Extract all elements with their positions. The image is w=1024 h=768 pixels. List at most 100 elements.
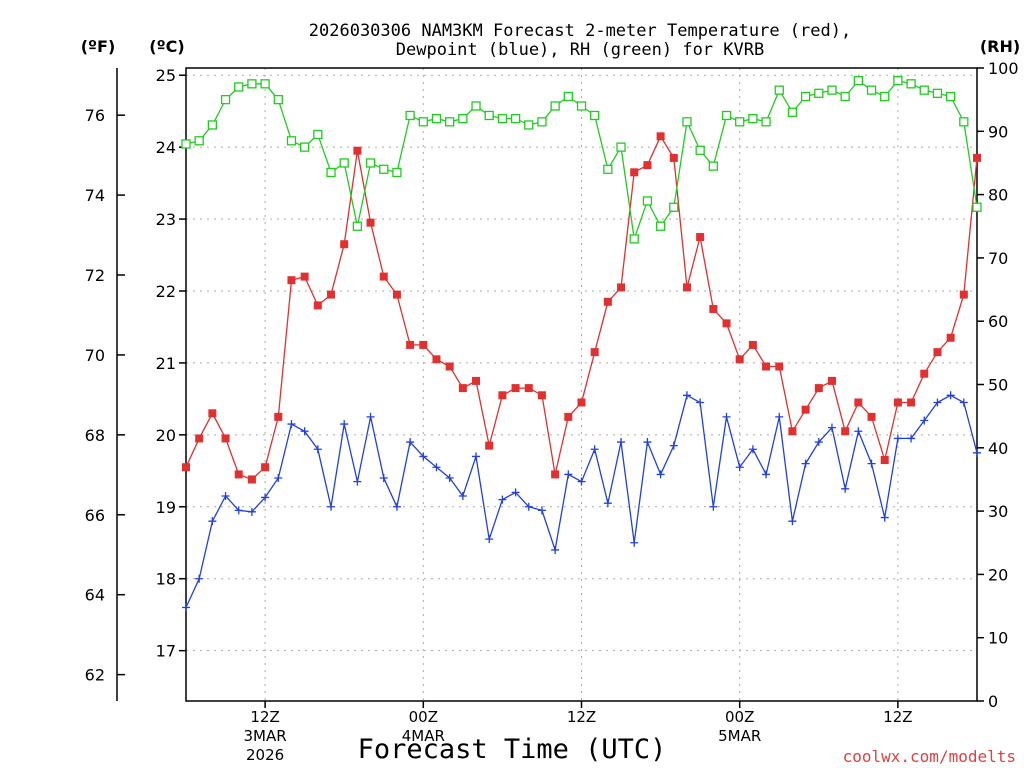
dewpoint-point	[959, 398, 968, 407]
temperature-point	[841, 427, 850, 436]
temperature-point	[261, 463, 270, 472]
dewpoint-point	[880, 513, 889, 522]
dewpoint-point	[669, 441, 678, 450]
rh-tick-marks	[977, 67, 984, 702]
temperature-point	[485, 441, 494, 450]
rh-point	[655, 221, 666, 231]
temperature-point	[419, 340, 428, 349]
rh-point	[629, 234, 639, 244]
dewpoint-point	[907, 434, 916, 443]
temperature-point	[537, 391, 546, 400]
dewpoint-point	[735, 463, 744, 472]
rh-point	[800, 91, 811, 102]
c-tick-label: 17	[156, 642, 176, 661]
dewpoint-point	[564, 470, 573, 479]
dewpoint-point	[445, 474, 454, 483]
rh-point	[932, 88, 943, 98]
dewpoint-point	[946, 391, 955, 400]
temperature-point	[564, 412, 573, 421]
rh-point	[431, 113, 442, 124]
rh-point	[919, 85, 929, 95]
rh-tick-label: 30	[988, 502, 1008, 521]
temperature-point	[247, 475, 256, 484]
temperature-point	[340, 240, 349, 249]
temperature-point	[827, 376, 836, 385]
dewpoint-point	[801, 459, 810, 468]
f-tick-label: 70	[85, 346, 105, 365]
x-tick-year-label: 2026	[246, 746, 284, 764]
dewpoint-point	[709, 502, 718, 511]
temperature-point	[234, 470, 243, 479]
rh-point	[247, 79, 257, 89]
x-axis-label: Forecast Time (UTC)	[358, 734, 667, 765]
rh-point	[510, 113, 521, 124]
source-credit: coolwx.com/modelts	[843, 747, 1016, 766]
temperature-point	[511, 384, 520, 393]
dewpoint-point	[524, 502, 533, 511]
temperature-point	[300, 272, 309, 281]
rh-point	[352, 221, 363, 231]
temperature-point	[590, 348, 599, 357]
temperature-point	[814, 384, 823, 393]
rh-point	[260, 79, 270, 89]
x-tick-date-label: 3MAR	[244, 727, 287, 745]
dewpoint-point	[340, 420, 349, 429]
rh-tick-label: 80	[988, 186, 1008, 205]
dewpoint-point	[788, 517, 797, 526]
dewpoint-point	[656, 470, 665, 479]
temperature-point	[775, 362, 784, 371]
celsius-unit-label: (ºC)	[149, 37, 184, 56]
rh-point	[853, 76, 863, 86]
rh-point	[365, 158, 376, 168]
x-tick-date-label: 4MAR	[402, 727, 445, 745]
rh-point	[537, 117, 547, 127]
temperature-point	[630, 168, 639, 177]
x-tick-label: 12Z	[567, 708, 596, 726]
dewpoint-point	[287, 420, 296, 429]
rh-point	[866, 85, 877, 95]
temperature-point	[920, 369, 929, 378]
rh-point	[405, 110, 415, 121]
dewpoint-point	[775, 412, 784, 421]
c-tick-label: 22	[156, 282, 176, 301]
temperature-point	[551, 470, 560, 479]
x-tick-label: 12Z	[883, 708, 912, 726]
celsius-tick-labels: 17 18 19 20 21 22 23 24 25	[156, 66, 176, 660]
temperature-point	[788, 427, 797, 436]
temperature-point	[524, 384, 533, 393]
rh-point	[827, 85, 837, 95]
f-tick-label: 68	[85, 426, 105, 445]
gridlines	[186, 68, 977, 701]
temperature-point	[498, 391, 507, 400]
temperature-point	[973, 153, 981, 162]
temperature-point	[353, 146, 362, 155]
rh-point	[286, 136, 297, 146]
c-tick-label: 20	[156, 426, 176, 445]
dewpoint-point	[854, 427, 863, 436]
dewpoint-point	[366, 412, 375, 421]
dewpoint-point	[827, 423, 836, 432]
c-tick-label: 19	[156, 498, 176, 517]
temperature-point	[603, 297, 612, 306]
temperature-point	[880, 456, 889, 465]
series-layer	[181, 76, 982, 612]
rh-tick-label: 50	[988, 376, 1008, 395]
temperature-point	[801, 405, 810, 414]
temperature-point	[472, 376, 481, 385]
temperature-point	[959, 290, 968, 299]
fahrenheit-tick-labels: 62 64 66 68 70 72 74 76	[85, 106, 105, 684]
temperature-point	[682, 283, 691, 292]
dewpoint-point	[313, 445, 322, 454]
rh-point	[273, 95, 283, 105]
rh-point	[814, 88, 824, 98]
rh-tick-label: 60	[988, 312, 1008, 331]
rh-point	[603, 164, 613, 174]
rh-point	[299, 142, 310, 152]
temperature-point	[722, 319, 731, 328]
dewpoint-point	[722, 412, 731, 421]
dewpoint-point	[603, 499, 612, 508]
rh-point	[497, 113, 508, 124]
rh-tick-label: 20	[988, 565, 1008, 584]
c-tick-label: 23	[156, 210, 176, 229]
temperature-point	[366, 218, 375, 227]
